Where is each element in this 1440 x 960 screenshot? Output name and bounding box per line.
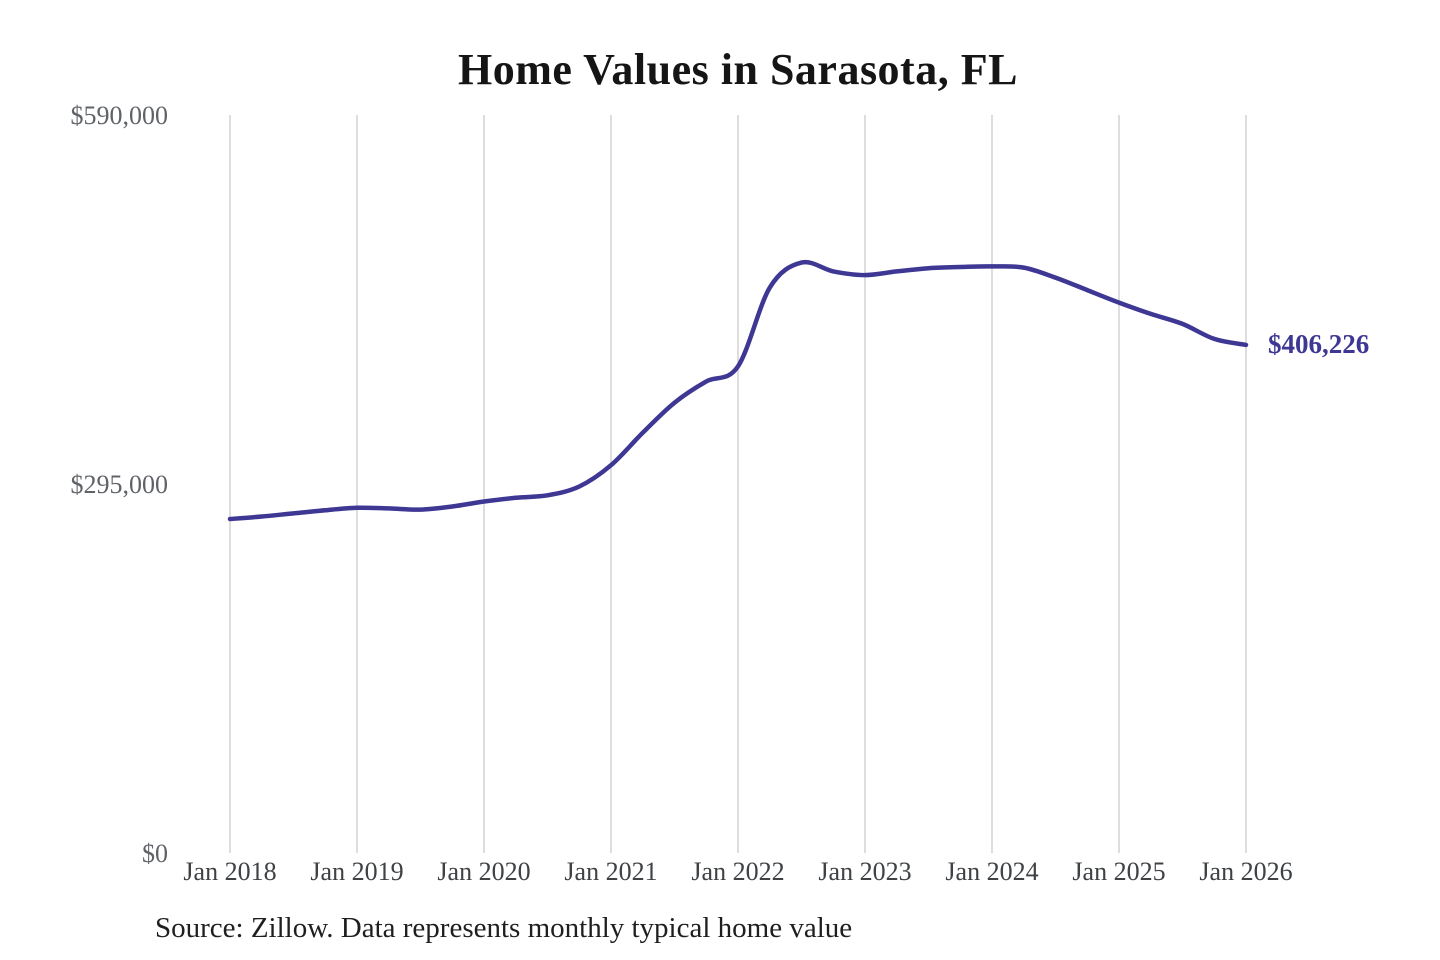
x-tick-label: Jan 2023 bbox=[818, 857, 911, 886]
x-tick-label: Jan 2026 bbox=[1199, 857, 1292, 886]
x-tick-label: Jan 2021 bbox=[564, 857, 657, 886]
x-tick-label: Jan 2019 bbox=[310, 857, 403, 886]
y-tick-label: $590,000 bbox=[71, 101, 169, 130]
x-tick-label: Jan 2024 bbox=[945, 857, 1038, 886]
gridlines bbox=[229, 115, 1247, 853]
source-note: Source: Zillow. Data represents monthly … bbox=[155, 912, 853, 944]
x-axis-labels: Jan 2018 Jan 2019 Jan 2020 Jan 2021 Jan 2022… bbox=[183, 857, 1292, 886]
x-tick-label: Jan 2025 bbox=[1072, 857, 1165, 886]
y-axis-labels: $0 $295,000 $590,000 bbox=[71, 101, 169, 868]
y-tick-label: $295,000 bbox=[71, 470, 169, 499]
chart-title: Home Values in Sarasota, FL bbox=[458, 45, 1018, 94]
y-tick-label: $0 bbox=[142, 839, 168, 868]
end-value-label: $406,226 bbox=[1268, 329, 1369, 359]
x-tick-label: Jan 2018 bbox=[183, 857, 276, 886]
x-tick-label: Jan 2020 bbox=[437, 857, 530, 886]
x-tick-label: Jan 2022 bbox=[691, 857, 784, 886]
home-value-line bbox=[227, 259, 1249, 522]
